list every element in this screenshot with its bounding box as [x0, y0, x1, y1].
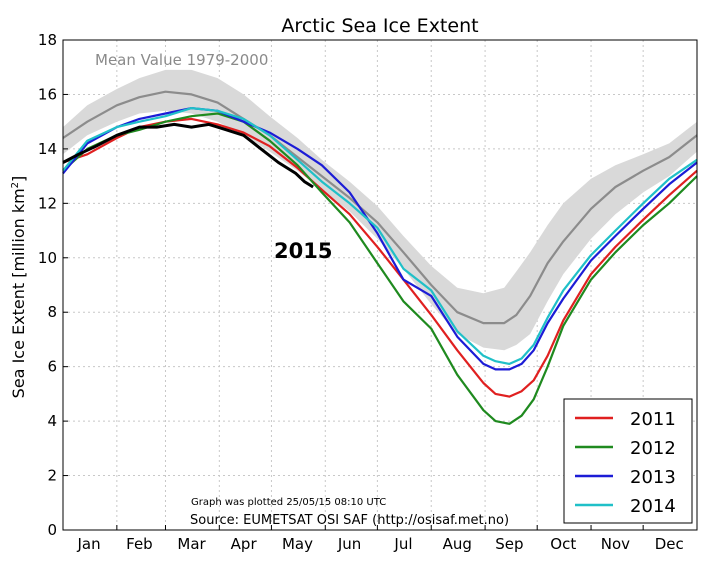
y-tick-label: 6 — [47, 358, 57, 376]
legend-label-2011: 2011 — [630, 409, 676, 430]
x-tick-label: Nov — [601, 535, 630, 553]
x-tick-label: Dec — [655, 535, 684, 553]
x-tick-label: Apr — [231, 535, 258, 553]
x-tick-label: Oct — [550, 535, 576, 553]
y-tick-label: 14 — [38, 140, 57, 158]
y-tick-label: 2 — [47, 467, 57, 485]
legend-label-2013: 2013 — [630, 467, 676, 488]
series-line-2014 — [62, 106, 698, 365]
x-tick-label: Jan — [76, 535, 100, 553]
series-line-2011 — [62, 117, 698, 398]
mean-value-label: Mean Value 1979-2000 — [95, 51, 268, 69]
y-tick-label: 0 — [47, 521, 57, 539]
y-tick-label: 10 — [38, 249, 57, 267]
y-axis-label: Sea Ice Extent [million km2] — [9, 176, 28, 399]
series-lines — [62, 90, 698, 425]
y-tick-label: 18 — [38, 31, 57, 49]
legend-label-2012: 2012 — [630, 438, 676, 459]
x-tick-label: Jul — [393, 535, 412, 553]
x-tick-label: Jun — [337, 535, 361, 553]
x-tick-label: Sep — [495, 535, 523, 553]
series-line-2013 — [62, 106, 698, 371]
axis-ticks: 0 2 4 6 8 10 12 14 16 18 Jan Feb Mar Apr May Jun Jul Aug S… — [38, 31, 684, 553]
y-tick-label: 16 — [38, 85, 57, 103]
x-tick-label: Aug — [443, 535, 472, 553]
y-tick-label: 8 — [47, 303, 57, 321]
plot-frame — [62, 39, 698, 531]
series-line-mean-value-1979-2000 — [62, 90, 698, 325]
y-tick-label: 4 — [47, 412, 57, 430]
series-line-2012 — [62, 112, 698, 425]
year-2015-label: 2015 — [274, 239, 332, 263]
legend: 2011 2012 2013 2014 — [563, 398, 693, 524]
y-tick-label: 12 — [38, 194, 57, 212]
series-line-2015 — [62, 122, 314, 189]
source-credit: Source: EUMETSAT OSI SAF (http://osisaf.… — [190, 513, 509, 528]
legend-box — [563, 398, 693, 524]
chart-title: Arctic Sea Ice Extent — [281, 15, 478, 37]
legend-label-2014: 2014 — [630, 496, 676, 517]
x-tick-label: May — [282, 535, 313, 553]
x-tick-label: Mar — [177, 535, 206, 553]
x-tick-label: Feb — [126, 535, 153, 553]
plotted-timestamp: Graph was plotted 25/05/15 08:10 UTC — [191, 497, 386, 508]
